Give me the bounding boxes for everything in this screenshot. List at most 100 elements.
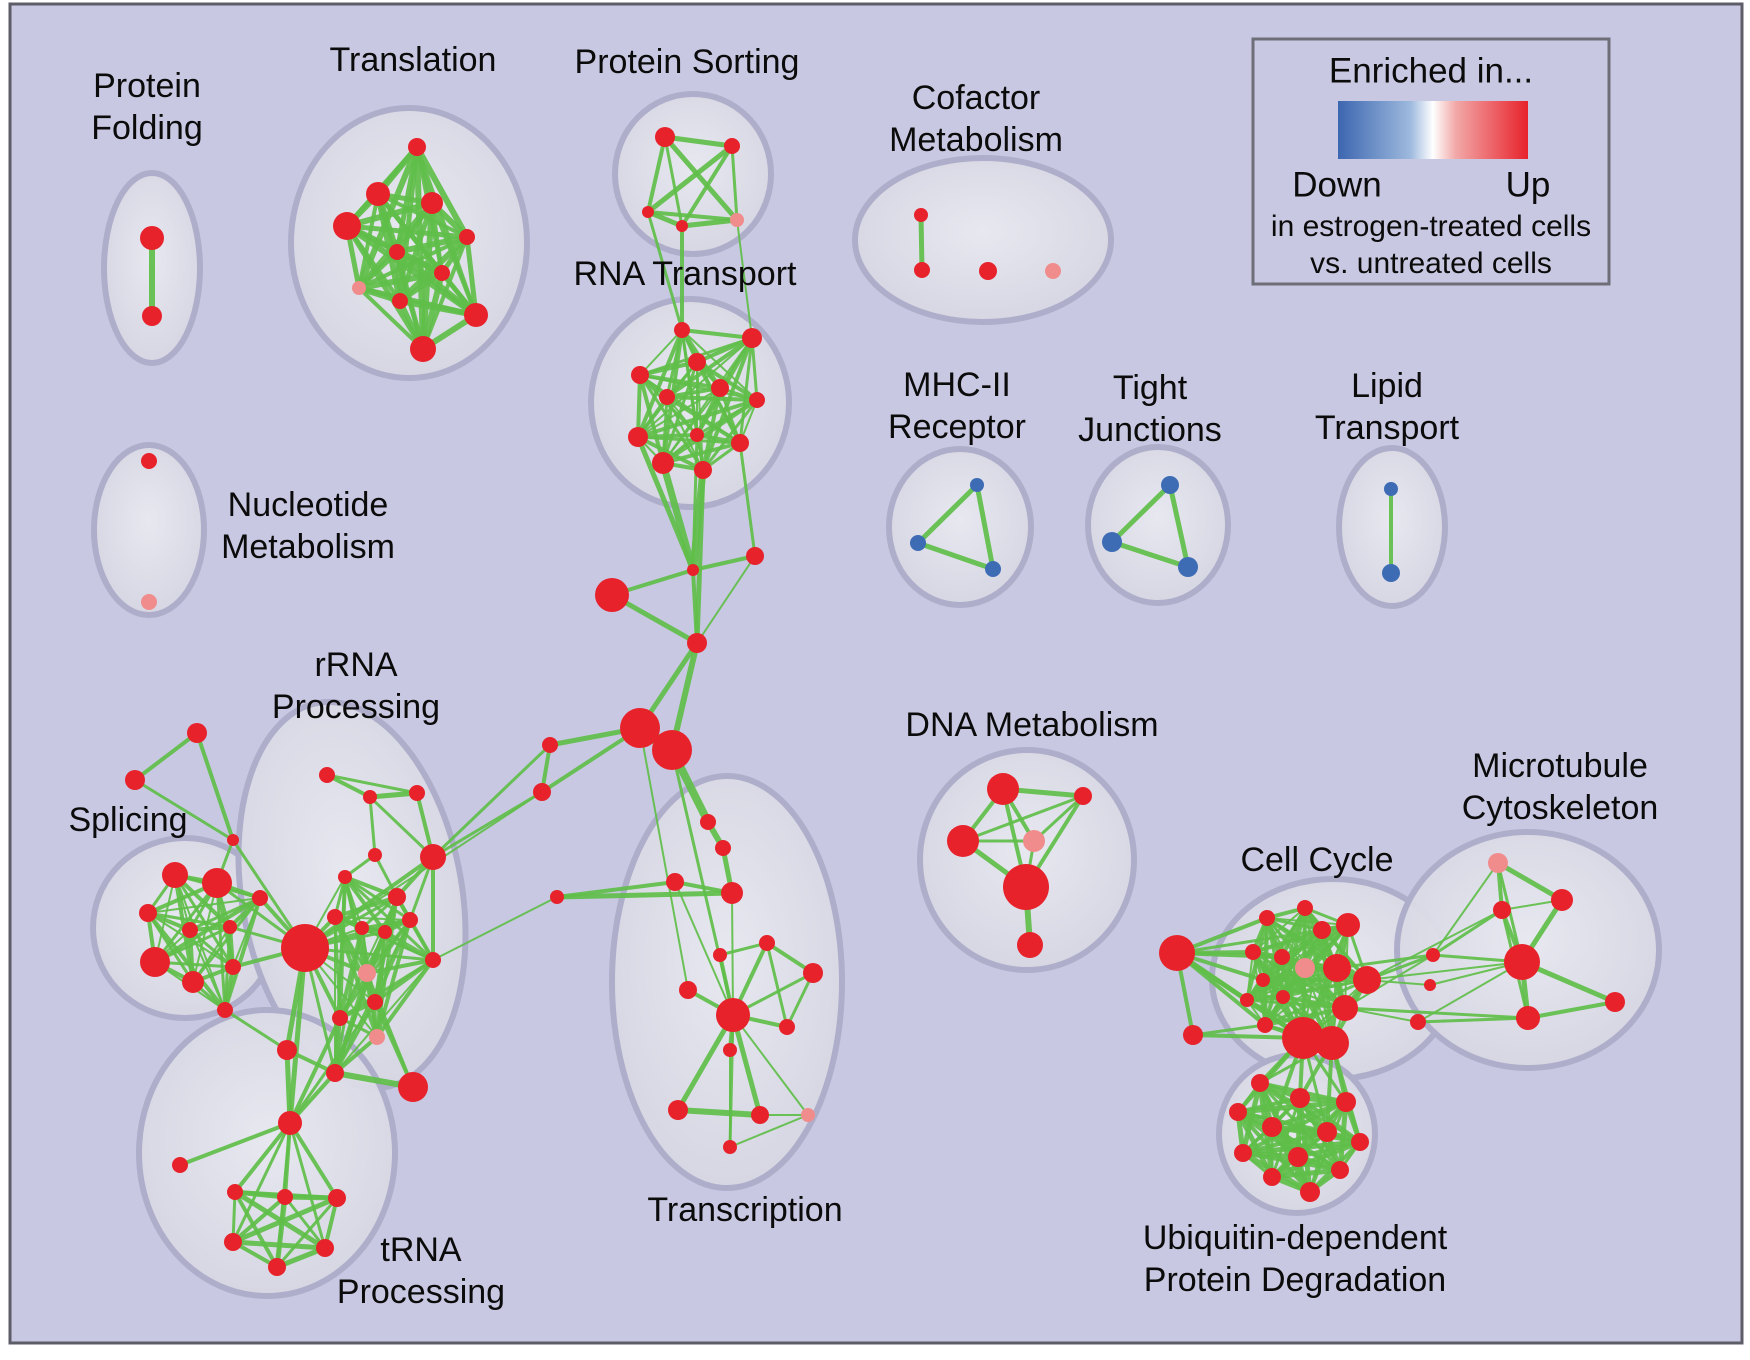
gene-set-node-lp2[interactable]: [1382, 564, 1400, 582]
gene-set-node-tx3[interactable]: [666, 873, 684, 891]
gene-set-node-tr2[interactable]: [366, 182, 390, 206]
gene-set-node-mt6[interactable]: [1504, 944, 1540, 980]
gene-set-node-cc5[interactable]: [1313, 921, 1331, 939]
gene-set-node-rr20[interactable]: [369, 1029, 385, 1045]
gene-set-node-nm1[interactable]: [141, 453, 157, 469]
gene-set-node-tr11[interactable]: [410, 336, 436, 362]
gene-set-node-m7[interactable]: [542, 737, 558, 753]
gene-set-node-ps4[interactable]: [676, 220, 688, 232]
gene-set-node-cf1[interactable]: [914, 208, 928, 222]
gene-set-node-mt0[interactable]: [1426, 948, 1440, 962]
gene-set-node-mt4[interactable]: [1551, 889, 1573, 911]
gene-set-node-sp7[interactable]: [140, 947, 170, 977]
gene-set-node-dm5[interactable]: [1003, 864, 1049, 910]
gene-set-node-rt4[interactable]: [631, 366, 649, 384]
gene-set-node-tx11[interactable]: [723, 1043, 737, 1057]
gene-set-node-tx4[interactable]: [721, 882, 743, 904]
gene-set-node-rr14[interactable]: [425, 952, 441, 968]
gene-set-node-rr2[interactable]: [363, 790, 377, 804]
gene-set-node-m3[interactable]: [595, 578, 629, 612]
gene-set-node-tx15[interactable]: [723, 1140, 737, 1154]
gene-set-node-rt5[interactable]: [711, 379, 729, 397]
gene-set-node-mt5[interactable]: [1493, 901, 1511, 919]
gene-set-node-dm2[interactable]: [1074, 787, 1092, 805]
gene-set-node-cc6[interactable]: [1336, 913, 1360, 937]
gene-set-node-rt1[interactable]: [674, 322, 690, 338]
gene-set-node-tn3[interactable]: [227, 1184, 243, 1200]
gene-set-node-c1[interactable]: [550, 890, 564, 904]
gene-set-node-sp10[interactable]: [217, 1002, 233, 1018]
gene-set-node-tr1[interactable]: [408, 138, 426, 156]
gene-set-node-tr7[interactable]: [434, 265, 450, 281]
gene-set-node-tx12[interactable]: [668, 1100, 688, 1120]
gene-set-node-sp1[interactable]: [162, 862, 188, 888]
gene-set-node-rr1[interactable]: [319, 767, 335, 783]
gene-set-node-cf2[interactable]: [914, 262, 930, 278]
gene-set-node-cf4[interactable]: [1045, 263, 1061, 279]
gene-set-node-tn1[interactable]: [278, 1111, 302, 1135]
gene-set-node-rt9[interactable]: [690, 428, 704, 442]
gene-set-node-nm2[interactable]: [141, 594, 157, 610]
gene-set-node-tr4[interactable]: [421, 192, 443, 214]
gene-set-node-tx7[interactable]: [759, 935, 775, 951]
gene-set-node-tn5[interactable]: [328, 1189, 346, 1207]
gene-set-node-tx1[interactable]: [700, 814, 716, 830]
gene-set-node-tx8[interactable]: [679, 981, 697, 999]
gene-set-node-rr4[interactable]: [368, 848, 382, 862]
gene-set-node-tn6[interactable]: [224, 1233, 242, 1251]
gene-set-node-tr10[interactable]: [464, 303, 488, 327]
gene-set-node-tr3[interactable]: [333, 212, 361, 240]
gene-set-node-tn2[interactable]: [172, 1157, 188, 1173]
gene-set-node-ub2[interactable]: [1290, 1088, 1310, 1108]
gene-set-node-o2[interactable]: [125, 770, 145, 790]
gene-set-node-rr15[interactable]: [367, 994, 383, 1010]
gene-set-node-cc15[interactable]: [1332, 995, 1358, 1021]
gene-set-node-cc7[interactable]: [1245, 944, 1261, 960]
gene-set-node-cc17[interactable]: [1282, 1017, 1324, 1059]
gene-set-node-cc12[interactable]: [1256, 973, 1270, 987]
gene-set-node-cc1[interactable]: [1159, 935, 1195, 971]
gene-set-node-m8[interactable]: [533, 783, 551, 801]
gene-set-node-rt8[interactable]: [628, 427, 648, 447]
gene-set-node-o1[interactable]: [187, 723, 207, 743]
gene-set-node-sp3[interactable]: [139, 904, 157, 922]
gene-set-node-tn7[interactable]: [316, 1239, 334, 1257]
gene-set-node-tx13[interactable]: [751, 1106, 769, 1124]
gene-set-node-tn8[interactable]: [268, 1258, 286, 1276]
gene-set-node-rr7[interactable]: [327, 909, 343, 925]
gene-set-node-lp1[interactable]: [1384, 482, 1398, 496]
gene-set-node-dm6[interactable]: [1017, 932, 1043, 958]
gene-set-node-rr16[interactable]: [332, 1010, 348, 1026]
gene-set-node-dm4[interactable]: [1023, 830, 1045, 852]
gene-set-node-tx14[interactable]: [801, 1108, 815, 1122]
gene-set-node-mt7[interactable]: [1516, 1006, 1540, 1030]
gene-set-node-m4[interactable]: [687, 633, 707, 653]
gene-set-node-ub8[interactable]: [1234, 1144, 1252, 1162]
gene-set-node-cc9[interactable]: [1295, 958, 1315, 978]
gene-set-node-tr5[interactable]: [459, 229, 475, 245]
gene-set-node-ub3[interactable]: [1336, 1092, 1356, 1112]
gene-set-node-tr6[interactable]: [389, 244, 405, 260]
gene-set-node-ub12[interactable]: [1300, 1182, 1320, 1202]
gene-set-node-cc13[interactable]: [1240, 993, 1254, 1007]
gene-set-node-tj1[interactable]: [1161, 476, 1179, 494]
gene-set-node-tn4[interactable]: [277, 1189, 293, 1205]
gene-set-node-sp6[interactable]: [252, 890, 268, 906]
gene-set-node-tj3[interactable]: [1178, 557, 1198, 577]
gene-set-node-ub10[interactable]: [1331, 1161, 1349, 1179]
gene-set-node-cc8[interactable]: [1274, 949, 1290, 965]
gene-set-node-rt11[interactable]: [652, 452, 674, 474]
gene-set-node-rr11[interactable]: [402, 912, 418, 928]
gene-set-node-mt8[interactable]: [1605, 992, 1625, 1012]
gene-set-node-cf3[interactable]: [979, 262, 997, 280]
gene-set-node-ub7[interactable]: [1351, 1133, 1369, 1151]
gene-set-node-cc4[interactable]: [1297, 900, 1313, 916]
gene-set-node-rt12[interactable]: [694, 461, 712, 479]
gene-set-node-cc16[interactable]: [1257, 1017, 1273, 1033]
gene-set-node-mt2[interactable]: [1410, 1014, 1426, 1030]
gene-set-node-tj2[interactable]: [1102, 532, 1122, 552]
gene-set-node-rr10[interactable]: [420, 844, 446, 870]
gene-set-node-sp8[interactable]: [182, 971, 204, 993]
gene-set-node-rr19[interactable]: [398, 1072, 428, 1102]
gene-set-node-rr13[interactable]: [358, 964, 376, 982]
